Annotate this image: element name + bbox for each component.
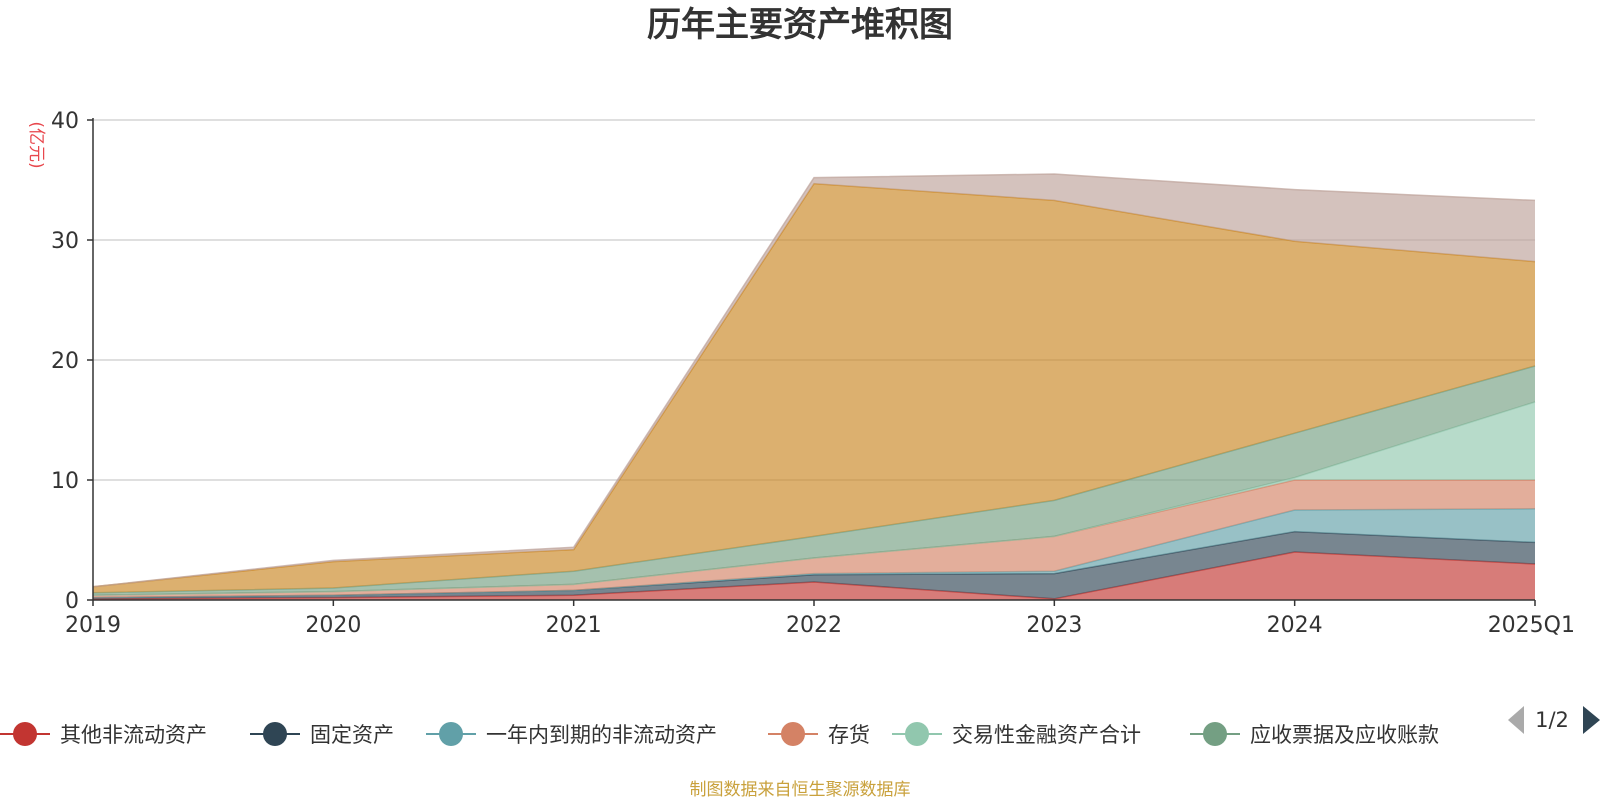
stacked-areas bbox=[92, 173, 1536, 600]
legend-item[interactable]: 其他非流动资产 bbox=[0, 722, 207, 747]
x-tick-label: 2019 bbox=[65, 613, 121, 638]
x-tick-label: 2025Q1 bbox=[1488, 613, 1575, 638]
area-series-6[interactable] bbox=[93, 183, 1535, 593]
legend-item[interactable]: 交易性金融资产合计 bbox=[892, 722, 1141, 747]
legend-item[interactable]: 一年内到期的非流动资产 bbox=[426, 722, 717, 747]
area-series-3[interactable] bbox=[93, 480, 1535, 598]
data-source-note: 制图数据来自恒生聚源数据库 bbox=[690, 780, 911, 800]
area-series-0[interactable] bbox=[93, 552, 1535, 600]
y-axis-ticks: 0 10 20 30 40 bbox=[51, 109, 93, 614]
legend-item[interactable]: 存货 bbox=[768, 722, 870, 747]
legend-next-page-icon[interactable] bbox=[1583, 706, 1600, 734]
legend-marker-icon bbox=[781, 722, 805, 746]
y-axis-unit: (亿元) bbox=[26, 121, 46, 168]
legend-item[interactable]: 固定资产 bbox=[250, 722, 394, 747]
x-tick-label: 2023 bbox=[1026, 613, 1082, 638]
x-tick-label: 2020 bbox=[305, 613, 361, 638]
area-series-2[interactable] bbox=[93, 508, 1535, 598]
legend-marker-icon bbox=[905, 722, 929, 746]
area-series-7[interactable] bbox=[93, 174, 1535, 587]
y-tick-label: 0 bbox=[65, 589, 79, 614]
legend-label: 其他非流动资产 bbox=[60, 723, 207, 747]
area-series-5[interactable] bbox=[93, 366, 1535, 596]
legend-marker-icon bbox=[13, 722, 37, 746]
legend-marker-icon bbox=[439, 722, 463, 746]
y-tick-label: 40 bbox=[51, 109, 79, 134]
y-tick-label: 20 bbox=[51, 349, 79, 374]
chart-title: 历年主要资产堆积图 bbox=[647, 5, 953, 45]
legend-label: 一年内到期的非流动资产 bbox=[486, 723, 717, 747]
legend-label: 固定资产 bbox=[310, 723, 394, 747]
y-tick-label: 10 bbox=[51, 469, 79, 494]
legend-marker-icon bbox=[263, 722, 287, 746]
legend-marker-icon bbox=[1203, 722, 1227, 746]
x-axis-ticks: 2019 2020 2021 2022 2023 2024 2025Q1 bbox=[65, 600, 1575, 638]
legend-prev-page-icon[interactable] bbox=[1508, 706, 1524, 734]
x-tick-label: 2022 bbox=[786, 613, 842, 638]
x-tick-label: 2021 bbox=[546, 613, 602, 638]
legend: 其他非流动资产 固定资产 一年内到期的非流动资产 存货 交易性金融资产合计 应收票据及应收… bbox=[0, 722, 1439, 747]
legend-label: 交易性金融资产合计 bbox=[952, 723, 1141, 747]
legend-page-indicator: 1/2 bbox=[1535, 708, 1569, 732]
legend-pager: 1/2 bbox=[1508, 706, 1600, 734]
area-series-line-7 bbox=[92, 173, 1536, 588]
x-tick-label: 2024 bbox=[1267, 613, 1323, 638]
y-tick-label: 30 bbox=[51, 229, 79, 254]
legend-item[interactable]: 应收票据及应收账款 bbox=[1190, 722, 1439, 747]
legend-label: 存货 bbox=[828, 723, 870, 747]
legend-label: 应收票据及应收账款 bbox=[1250, 723, 1439, 747]
area-series-1[interactable] bbox=[93, 531, 1535, 599]
